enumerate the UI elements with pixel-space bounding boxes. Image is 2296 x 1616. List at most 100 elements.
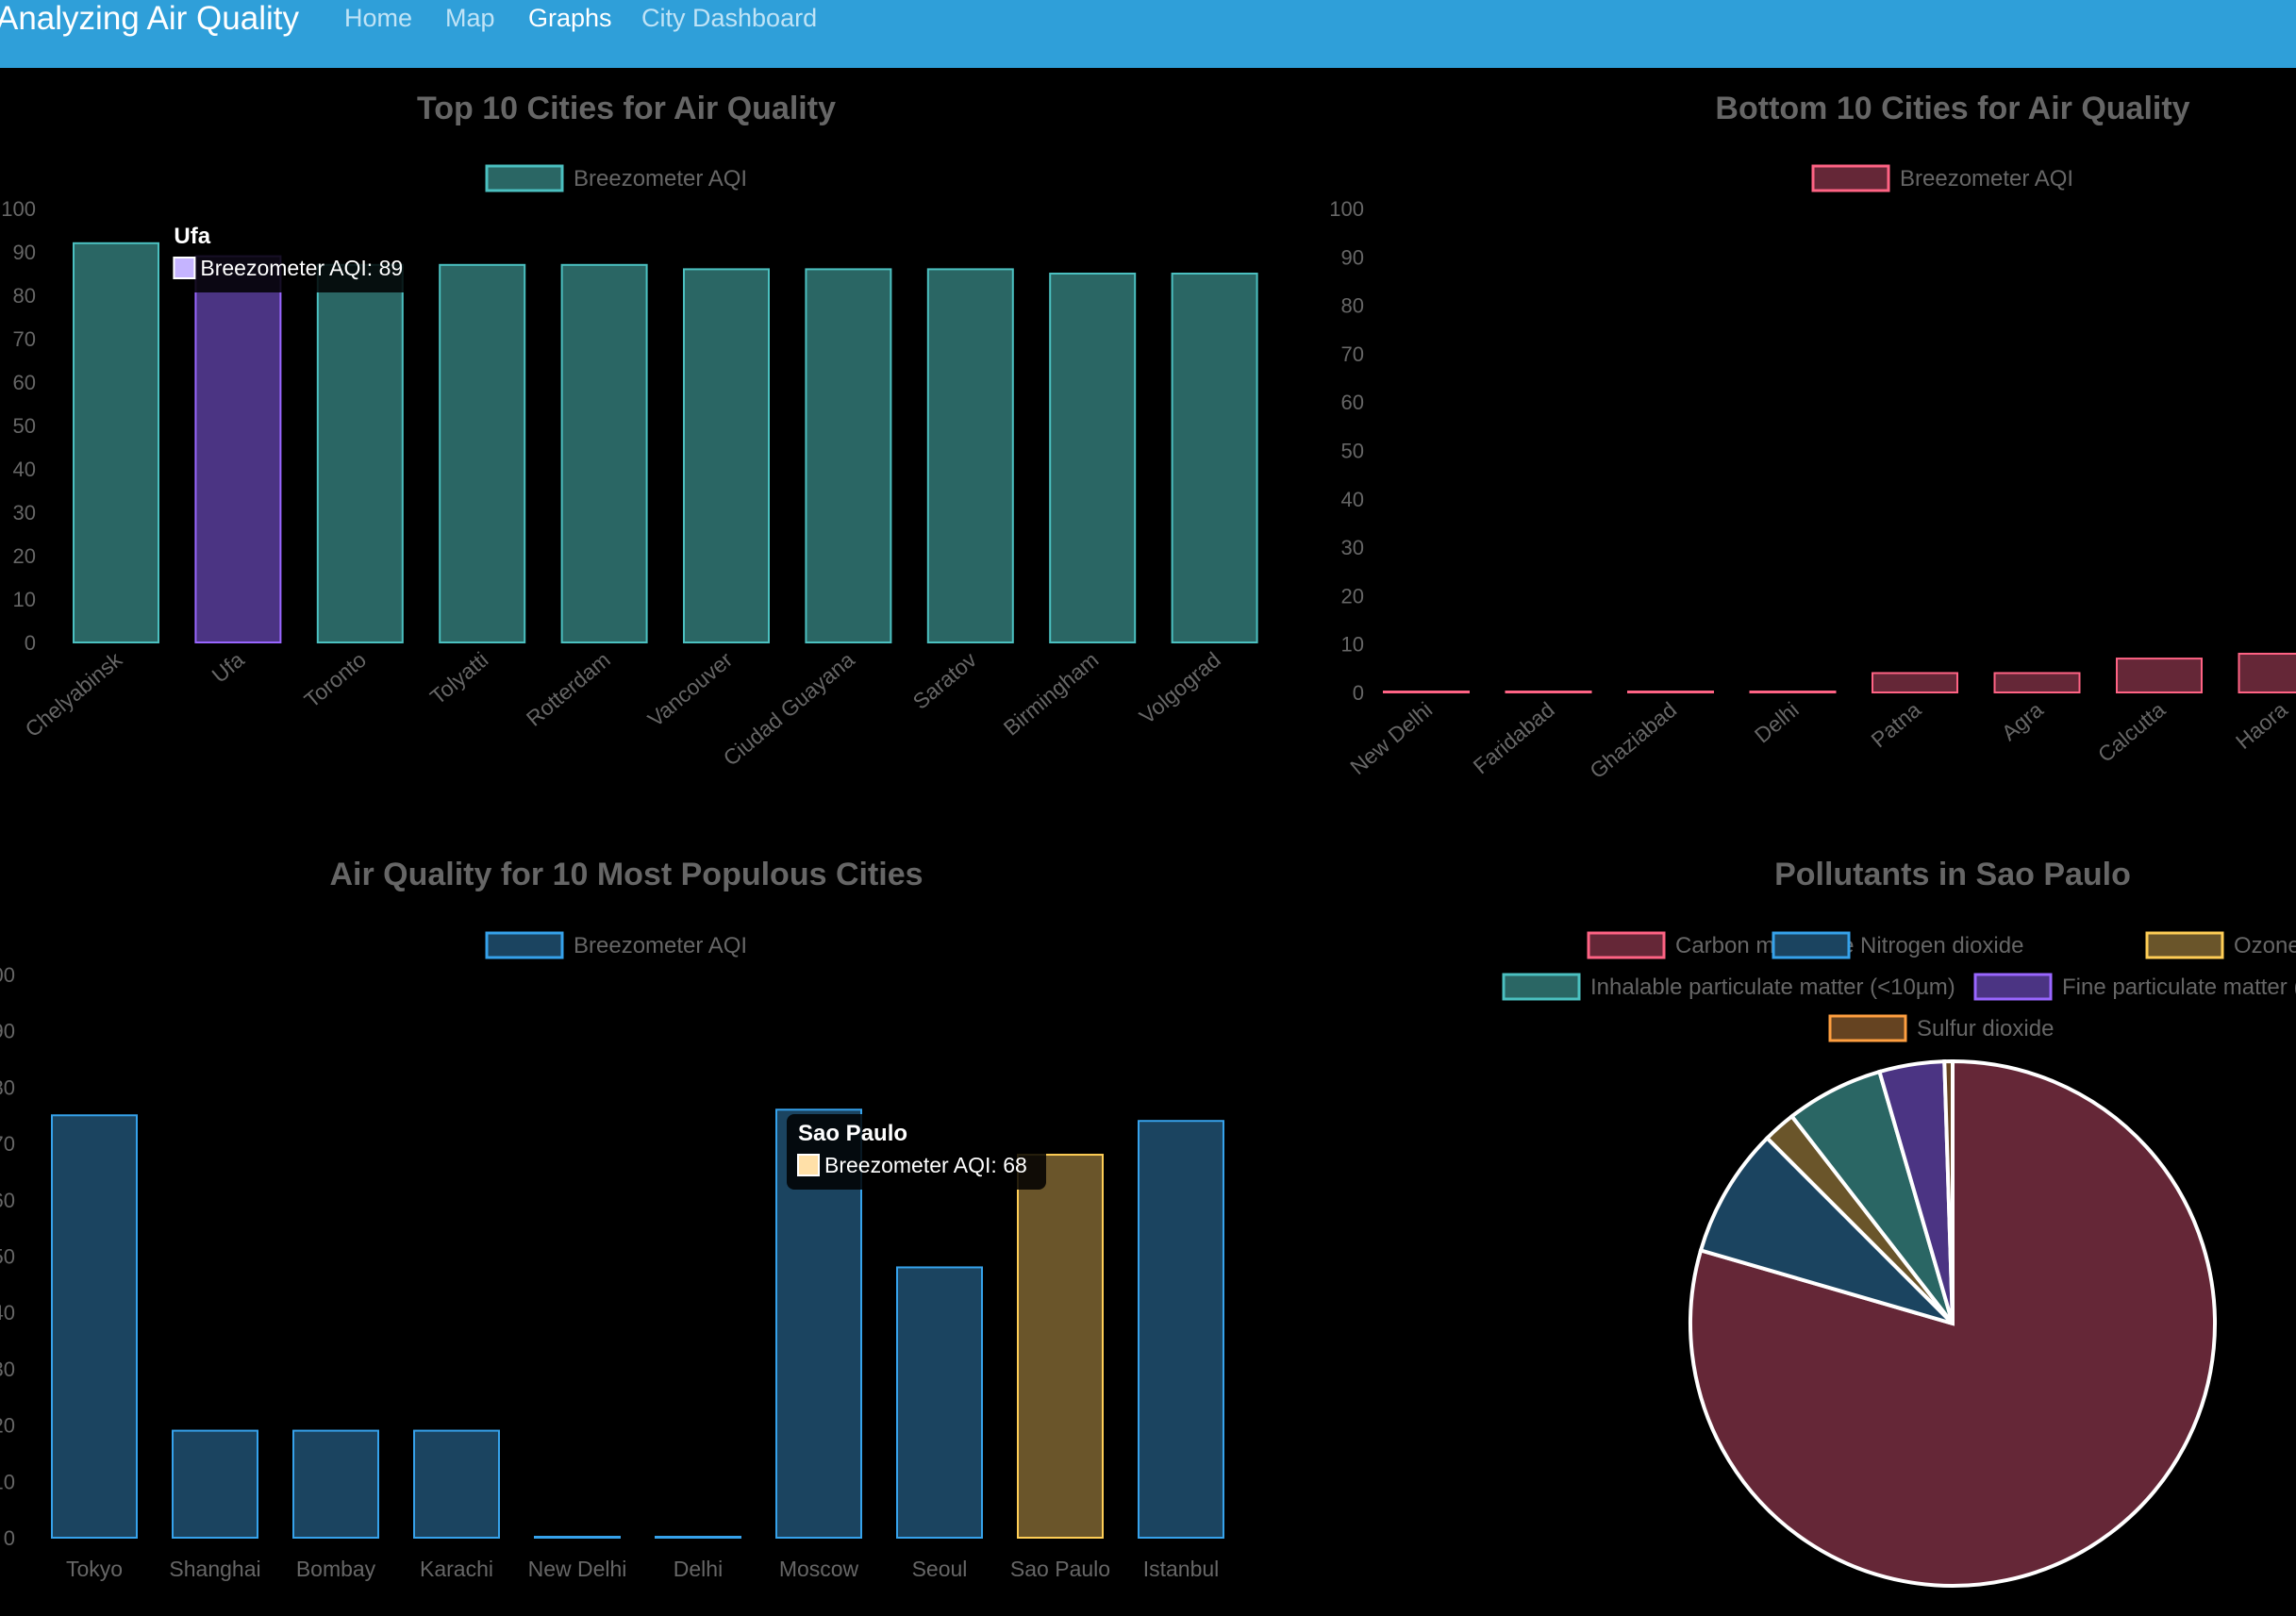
x-axis-tick-label: Calcutta [2093, 697, 2171, 767]
y-axis-tick-label: 100 [1, 197, 36, 221]
y-axis-tick-label: 90 [1341, 245, 1364, 269]
top-navbar: Analyzing Air Quality Home Map Graphs Ci… [0, 0, 2296, 68]
bar[interactable] [316, 263, 404, 644]
bar[interactable] [194, 255, 282, 643]
y-axis-tick-label: 80 [0, 1075, 15, 1099]
bar[interactable] [926, 268, 1014, 643]
x-axis-tick-label: Birmingham [999, 647, 1104, 741]
y-axis-tick-label: 60 [13, 371, 36, 394]
bar[interactable] [1627, 691, 1714, 693]
y-axis-tick-label: 80 [1341, 294, 1364, 318]
pie-slice[interactable] [1942, 1058, 1955, 1324]
nav-link-city-dashboard[interactable]: City Dashboard [641, 4, 818, 32]
y-axis-tick-label: 20 [1341, 584, 1364, 608]
legend-label[interactable]: Fine particulate matter (<2.5µm) [2062, 975, 2296, 1000]
y-axis-tick-label: 0 [1353, 681, 1364, 705]
bar[interactable] [1749, 691, 1837, 693]
y-axis-tick-label: 100 [0, 963, 15, 987]
y-axis-tick-label: 20 [13, 544, 36, 568]
bar[interactable] [439, 263, 526, 644]
tooltip-box [787, 1114, 1046, 1190]
bar[interactable] [683, 268, 770, 643]
legend-label[interactable]: Breezometer AQI [574, 933, 747, 958]
bar[interactable] [292, 1429, 379, 1540]
bar[interactable] [172, 1429, 258, 1540]
x-axis-tick-label: New Delhi [1345, 697, 1437, 779]
tooltip-title: Sao Paulo [798, 1121, 907, 1146]
bar[interactable] [560, 263, 648, 644]
x-axis-tick-label: Shanghai [169, 1557, 260, 1581]
chart-title: Pollutants in Sao Paulo [1774, 857, 2131, 892]
y-axis-tick-label: 90 [0, 1020, 15, 1043]
bar[interactable] [1049, 273, 1137, 643]
y-axis-tick-label: 100 [1329, 197, 1364, 221]
legend-swatch[interactable] [485, 931, 564, 959]
legend-label[interactable]: Breezometer AQI [574, 166, 747, 192]
x-axis-tick-label: Ghaziabad [1585, 697, 1681, 783]
bar[interactable] [1171, 273, 1258, 643]
bar[interactable] [805, 268, 892, 643]
populous-cities-chart: Air Quality for 10 Most Populous Cities B… [0, 857, 1224, 1581]
bar[interactable] [51, 1114, 138, 1539]
bar[interactable] [655, 1536, 741, 1539]
tooltip-label: Breezometer AQI: 89 [200, 256, 403, 280]
legend-label[interactable]: Ozone [2234, 933, 2296, 958]
y-axis-tick-label: 10 [0, 1470, 15, 1493]
legend-swatch[interactable] [1587, 931, 1666, 959]
nav-link-graphs[interactable]: Graphs [528, 4, 612, 32]
y-axis-tick-label: 30 [1341, 536, 1364, 559]
legend-swatch[interactable] [1828, 1014, 1907, 1042]
bar[interactable] [534, 1536, 621, 1539]
y-axis-tick-label: 60 [0, 1189, 15, 1212]
bar[interactable] [896, 1266, 983, 1539]
x-axis-tick-label: Tolyatti [425, 647, 493, 709]
x-axis-tick-label: Agra [1997, 697, 2048, 745]
legend-label[interactable]: Breezometer AQI [1900, 166, 2073, 192]
legend-label[interactable]: Inhalable particulate matter (<10µm) [1590, 975, 1955, 1000]
x-axis-tick-label: Saratov [908, 647, 982, 714]
bar[interactable] [1872, 672, 1958, 693]
tooltip-swatch [173, 257, 196, 279]
legend-swatch[interactable] [1973, 973, 2053, 1001]
nav-link-home[interactable]: Home [344, 4, 413, 32]
legend-swatch[interactable] [1772, 931, 1851, 959]
y-axis-tick-label: 50 [13, 414, 36, 438]
pie-slice[interactable] [1698, 1135, 1955, 1325]
y-axis-tick-label: 90 [13, 241, 36, 264]
brand-title[interactable]: Analyzing Air Quality [0, 0, 299, 37]
nav-link-map[interactable]: Map [445, 4, 495, 32]
bar[interactable] [1017, 1154, 1104, 1539]
y-axis-tick-label: 70 [13, 327, 36, 351]
x-axis-tick-label: Delhi [674, 1557, 723, 1581]
x-axis-tick-label: Istanbul [1143, 1557, 1220, 1581]
bar[interactable] [73, 242, 159, 644]
y-axis-tick-label: 40 [1341, 488, 1364, 511]
chart-title: Air Quality for 10 Most Populous Cities [329, 857, 923, 892]
bar[interactable] [413, 1429, 500, 1540]
legend-swatch[interactable] [1502, 973, 1581, 1001]
y-axis-tick-label: 60 [1341, 391, 1364, 414]
bar[interactable] [1505, 691, 1592, 693]
legend-label[interactable]: Sulfur dioxide [1917, 1016, 2054, 1041]
x-axis-tick-label: Ufa [207, 647, 248, 688]
y-axis-tick-label: 50 [0, 1245, 15, 1269]
bar[interactable] [1993, 672, 2081, 693]
bar[interactable] [2238, 652, 2296, 694]
x-axis-tick-label: Seoul [912, 1557, 968, 1581]
tooltip-label: Breezometer AQI: 68 [824, 1153, 1027, 1177]
y-axis-tick-label: 40 [13, 458, 36, 481]
bar[interactable] [2116, 658, 2203, 694]
legend-label[interactable]: Nitrogen dioxide [1860, 933, 2023, 958]
legend-swatch[interactable] [485, 164, 564, 192]
legend-swatch[interactable] [2145, 931, 2224, 959]
x-axis-tick-label: Volgograd [1135, 647, 1225, 729]
y-axis-tick-label: 30 [13, 501, 36, 525]
x-axis-tick-label: Ciudad Guayana [719, 647, 859, 771]
bar[interactable] [1383, 691, 1470, 693]
legend-swatch[interactable] [1811, 164, 1890, 192]
bar[interactable] [1138, 1120, 1224, 1539]
y-axis-tick-label: 50 [1341, 440, 1364, 463]
tooltip-box [162, 217, 423, 292]
y-axis-tick-label: 20 [0, 1414, 15, 1438]
